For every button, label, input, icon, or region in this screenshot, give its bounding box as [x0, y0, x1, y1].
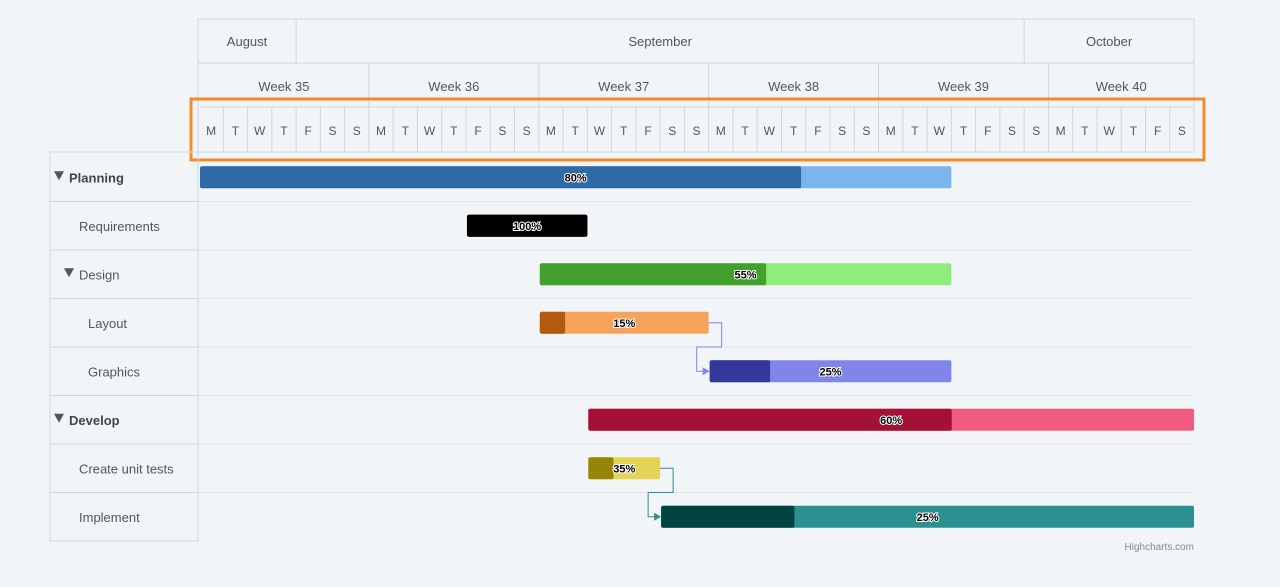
day-label: S	[328, 124, 336, 138]
task-progress-fill	[466, 214, 588, 237]
day-label: S	[498, 124, 506, 138]
day-label: T	[572, 124, 580, 138]
day-label: S	[1032, 124, 1040, 138]
week-label: Week 36	[428, 79, 479, 94]
day-label: T	[620, 124, 628, 138]
day-label: F	[474, 124, 481, 138]
task-progress-fill	[709, 360, 771, 383]
day-label: T	[402, 124, 410, 138]
task-name: Create unit tests	[79, 461, 174, 476]
header-frame	[197, 18, 1195, 153]
day-row-highlight	[189, 97, 1206, 162]
week-label: Week 40	[1096, 79, 1147, 94]
month-label: October	[1086, 34, 1133, 49]
day-label: T	[232, 124, 240, 138]
week-label: Week 35	[258, 79, 309, 94]
task-name: Layout	[88, 316, 127, 331]
day-label: F	[984, 124, 991, 138]
task-name: Graphics	[88, 364, 141, 379]
credits-link[interactable]: Highcharts.com	[1124, 542, 1194, 553]
task-name: Implement	[79, 510, 140, 525]
day-label: T	[741, 124, 749, 138]
task-data-label: 55%	[735, 269, 757, 281]
day-label: T	[911, 124, 919, 138]
collapse-arrow-icon[interactable]	[64, 268, 74, 278]
day-label: W	[934, 124, 946, 138]
dependency-connector	[696, 322, 723, 372]
day-label: F	[644, 124, 651, 138]
day-label: S	[838, 124, 846, 138]
day-label: M	[546, 124, 556, 138]
task-data-label: 80%	[565, 172, 587, 184]
task-name: Design	[79, 267, 119, 282]
day-label: S	[1008, 124, 1016, 138]
day-label: F	[814, 124, 821, 138]
month-label: September	[628, 34, 692, 49]
task-progress-fill	[588, 457, 614, 480]
day-label: M	[886, 124, 896, 138]
day-label: W	[254, 124, 266, 138]
day-label: M	[376, 124, 386, 138]
task-progress-fill	[539, 263, 767, 286]
task-data-label: 35%	[613, 463, 635, 475]
day-label: F	[305, 124, 312, 138]
day-label: S	[668, 124, 676, 138]
task-progress-fill	[588, 408, 952, 431]
day-label: W	[764, 124, 776, 138]
dependency-connector	[647, 467, 674, 518]
task-data-label: 15%	[613, 318, 635, 330]
task-name: Requirements	[79, 219, 160, 234]
task-data-label: 25%	[820, 366, 842, 378]
task-name: Develop	[69, 413, 120, 428]
task-progress-fill	[661, 505, 795, 528]
day-label: W	[1103, 124, 1115, 138]
task-data-label: 60%	[880, 415, 902, 427]
day-label: S	[523, 124, 531, 138]
task-data-label: 100%	[513, 221, 541, 233]
day-label: T	[790, 124, 798, 138]
day-label: T	[1130, 124, 1138, 138]
day-label: M	[206, 124, 216, 138]
day-label: T	[450, 124, 458, 138]
task-bar[interactable]	[539, 311, 709, 334]
day-label: T	[960, 124, 968, 138]
dependency-arrow-icon	[702, 367, 710, 376]
collapse-arrow-icon[interactable]	[54, 413, 64, 423]
week-label: Week 37	[598, 79, 649, 94]
dependency-arrow-icon	[654, 512, 662, 521]
task-name: Planning	[69, 170, 124, 185]
collapse-arrow-icon[interactable]	[54, 171, 64, 181]
day-label: M	[1056, 124, 1066, 138]
day-label: T	[1081, 124, 1089, 138]
day-label: F	[1154, 124, 1161, 138]
day-label: S	[693, 124, 701, 138]
day-label: W	[594, 124, 606, 138]
task-progress-fill	[200, 166, 802, 189]
day-label: S	[1178, 124, 1186, 138]
month-label: August	[227, 34, 268, 49]
day-label: M	[716, 124, 726, 138]
week-label: Week 39	[938, 79, 989, 94]
day-label: W	[424, 124, 436, 138]
day-label: T	[280, 124, 288, 138]
task-data-label: 25%	[917, 512, 939, 524]
day-label: S	[862, 124, 870, 138]
day-label: S	[353, 124, 361, 138]
task-progress-fill	[539, 311, 566, 334]
week-label: Week 38	[768, 79, 819, 94]
